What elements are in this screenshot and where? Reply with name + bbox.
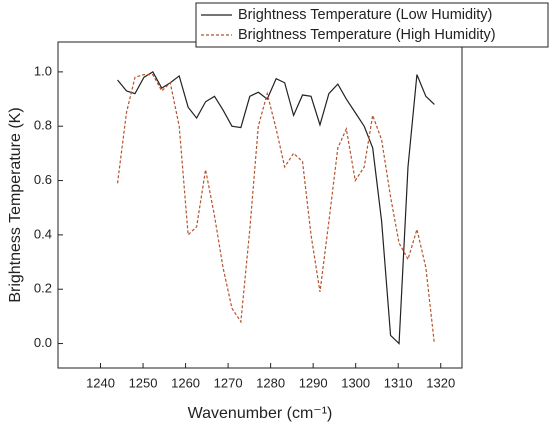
plot-frame <box>57 41 463 369</box>
x-tick-label: 1300 <box>341 375 370 390</box>
y-tick-label: 0.4 <box>34 226 52 241</box>
x-axis-title: Wavenumber (cm⁻¹) <box>188 405 333 422</box>
legend-label: Brightness Temperature (Low Humidity) <box>238 7 492 23</box>
y-tick-label: 0.0 <box>34 335 52 350</box>
y-tick-label: 0.6 <box>34 172 52 187</box>
x-tick-label: 1260 <box>171 375 200 390</box>
x-tick-label: 1320 <box>426 375 455 390</box>
x-tick-label: 1310 <box>384 375 413 390</box>
x-tick-label: 1270 <box>214 375 243 390</box>
x-tick-label: 1280 <box>256 375 285 390</box>
x-tick-label: 1290 <box>299 375 328 390</box>
x-tick-label: 1250 <box>129 375 158 390</box>
y-tick-label: 0.8 <box>34 118 52 133</box>
x-tick-label: 1240 <box>86 375 115 390</box>
legend-label: Brightness Temperature (High Humidity) <box>238 27 496 43</box>
y-axis-title: Brightness Temperature (K) <box>7 107 24 302</box>
y-tick-label: 0.2 <box>34 281 52 296</box>
data-line <box>117 71 435 345</box>
y-tick-label: 1.0 <box>34 63 52 78</box>
legend-box <box>195 2 549 48</box>
data-line <box>116 74 435 344</box>
